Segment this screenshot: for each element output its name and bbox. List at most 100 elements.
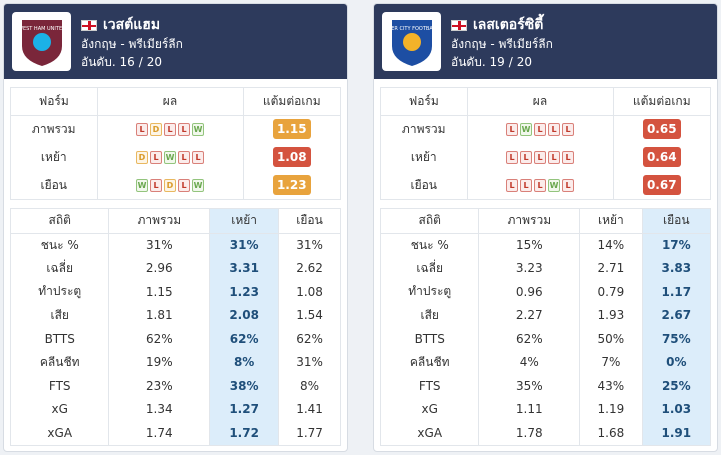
stats-value: 17% [641,233,710,257]
result-pill[interactable]: L [150,179,162,192]
stats-value: 1.91 [641,421,710,445]
result-pill[interactable]: L [534,151,546,164]
team-badge[interactable]: WEST HAM UNITED [12,12,71,71]
team-name[interactable]: เลสเตอร์ซิตี้ [473,17,544,33]
stats-row: xGA 1.74 1.72 1.77 [11,421,340,445]
stats-value: 50% [579,327,643,351]
result-pill[interactable]: L [178,179,190,192]
team-rank: อันดับ. 16/20 [81,55,163,69]
stats-row: คลีนชีท 19% 8% 31% [11,350,340,374]
result-pill[interactable]: L [562,123,574,137]
result-pill[interactable]: L [506,123,518,137]
team-league[interactable]: อังกฤษ - พรีเมียร์ลีก [81,37,183,51]
team-card-away: LEICESTER CITY FOOTBALL CLUB เลสเตอร์ซิต… [373,3,718,452]
stats-value: 8% [209,350,279,374]
result-pill[interactable]: L [506,179,518,192]
stats-value: 2.67 [641,303,710,327]
team-header: LEICESTER CITY FOOTBALL CLUB เลสเตอร์ซิต… [374,4,717,79]
stats-value: 38% [209,374,279,398]
result-pill[interactable]: L [562,179,574,192]
team-header: WEST HAM UNITED เวสต์แฮม อังกฤษ - พรีเมี… [4,4,347,79]
form-table: ฟอร์ม ผล แต้มต่อเกม ภาพรวม L D L L W 1.15 เหย้า D L… [10,87,341,200]
result-pill[interactable]: L [192,151,204,164]
result-pill[interactable]: L [548,123,560,137]
form-row: เยือน L L L W L 0.67 [381,171,710,199]
result-pill[interactable]: W [164,151,176,164]
stats-header-cell[interactable]: เยือน [641,209,710,234]
stats-value: 1.54 [278,303,340,327]
form-row: เหย้า D L W L L 1.08 [11,143,340,171]
stats-row: ชนะ % 15% 14% 17% [381,233,710,257]
stats-header-cell: สถิติ [11,209,109,234]
svg-text:WEST HAM UNITED: WEST HAM UNITED [18,26,66,32]
stats-value: 2.96 [108,256,210,280]
result-pill[interactable]: L [164,123,176,137]
stats-value: 2.08 [209,303,279,327]
rank-label: อันดับ. [81,55,116,69]
stats-row-label: FTS [418,378,441,393]
result-pill[interactable]: L [178,151,190,164]
stats-value: 1.27 [209,397,279,421]
stats-value: 1.74 [108,421,210,445]
stats-value: 1.19 [579,397,643,421]
stats-value: 2.71 [579,256,643,280]
stats-header-cell[interactable]: เยือน [278,209,340,234]
svg-text:LEICESTER CITY FOOTBALL CLUB: LEICESTER CITY FOOTBALL CLUB [386,26,438,32]
stats-table: สถิติ ภาพรวม เหย้า เยือน ชนะ % 31% 31% 31% เฉลี… [10,208,341,446]
team-badge[interactable]: LEICESTER CITY FOOTBALL CLUB [382,12,441,71]
result-pill[interactable]: L [548,151,560,164]
result-pill[interactable]: L [534,123,546,137]
form-header-cell: แต้มต่อเกม [612,88,710,116]
result-pill[interactable]: W [192,179,204,192]
stats-value: 1.78 [478,421,580,445]
result-pill[interactable]: L [520,151,532,164]
stats-header-cell[interactable]: ภาพรวม [108,209,210,234]
stats-header-cell[interactable]: ภาพรวม [478,209,580,234]
form-row: เยือน W L D L W 1.23 [11,171,340,199]
form-header-cell: ผล [466,88,613,116]
team-league[interactable]: อังกฤษ - พรีเมียร์ลีก [451,37,553,51]
form-header-cell: แต้มต่อเกม [242,88,340,116]
team-crest-icon: WEST HAM UNITED [18,19,66,66]
result-pill[interactable]: D [150,123,162,137]
stats-value: 1.93 [579,303,643,327]
stats-value: 1.23 [209,280,279,304]
result-pill[interactable]: L [520,179,532,192]
stats-header-cell[interactable]: เหย้า [209,209,279,234]
result-pill[interactable]: L [506,151,518,164]
stats-row-label: xG [51,402,68,417]
stats-header-cell[interactable]: เหย้า [579,209,643,234]
result-pill[interactable]: D [164,179,176,192]
stats-value: 0% [641,350,710,374]
stats-value: 3.31 [209,256,279,280]
stats-value: 1.03 [641,397,710,421]
rank-label: อันดับ. [451,55,486,69]
rank-total: 20 [516,55,533,69]
result-pill[interactable]: L [534,179,546,192]
stats-value: 2.62 [278,256,340,280]
stats-row: FTS 35% 43% 25% [381,374,710,398]
result-pill[interactable]: W [548,179,560,192]
stats-row-label: เสีย [50,307,69,322]
stats-row: ทำประตู 1.15 1.23 1.08 [11,280,340,304]
ppg-cell: 1.15 [242,115,340,143]
stats-row-label: ทำประตู [408,284,452,299]
stats-row-label: ทำประตู [38,284,82,299]
result-pill[interactable]: W [136,179,148,192]
team-name[interactable]: เวสต์แฮม [103,17,161,33]
result-pill[interactable]: L [562,151,574,164]
stats-value: 7% [579,350,643,374]
result-pill[interactable]: W [192,123,204,137]
result-pill[interactable]: L [178,123,190,137]
result-pill[interactable]: L [150,151,162,164]
stats-header-cell: สถิติ [381,209,479,234]
result-pill[interactable]: L [136,123,148,137]
stats-row: เสีย 1.81 2.08 1.54 [11,303,340,327]
stats-value: 62% [478,327,580,351]
result-pill[interactable]: W [520,123,532,137]
result-pill[interactable]: D [136,151,148,164]
